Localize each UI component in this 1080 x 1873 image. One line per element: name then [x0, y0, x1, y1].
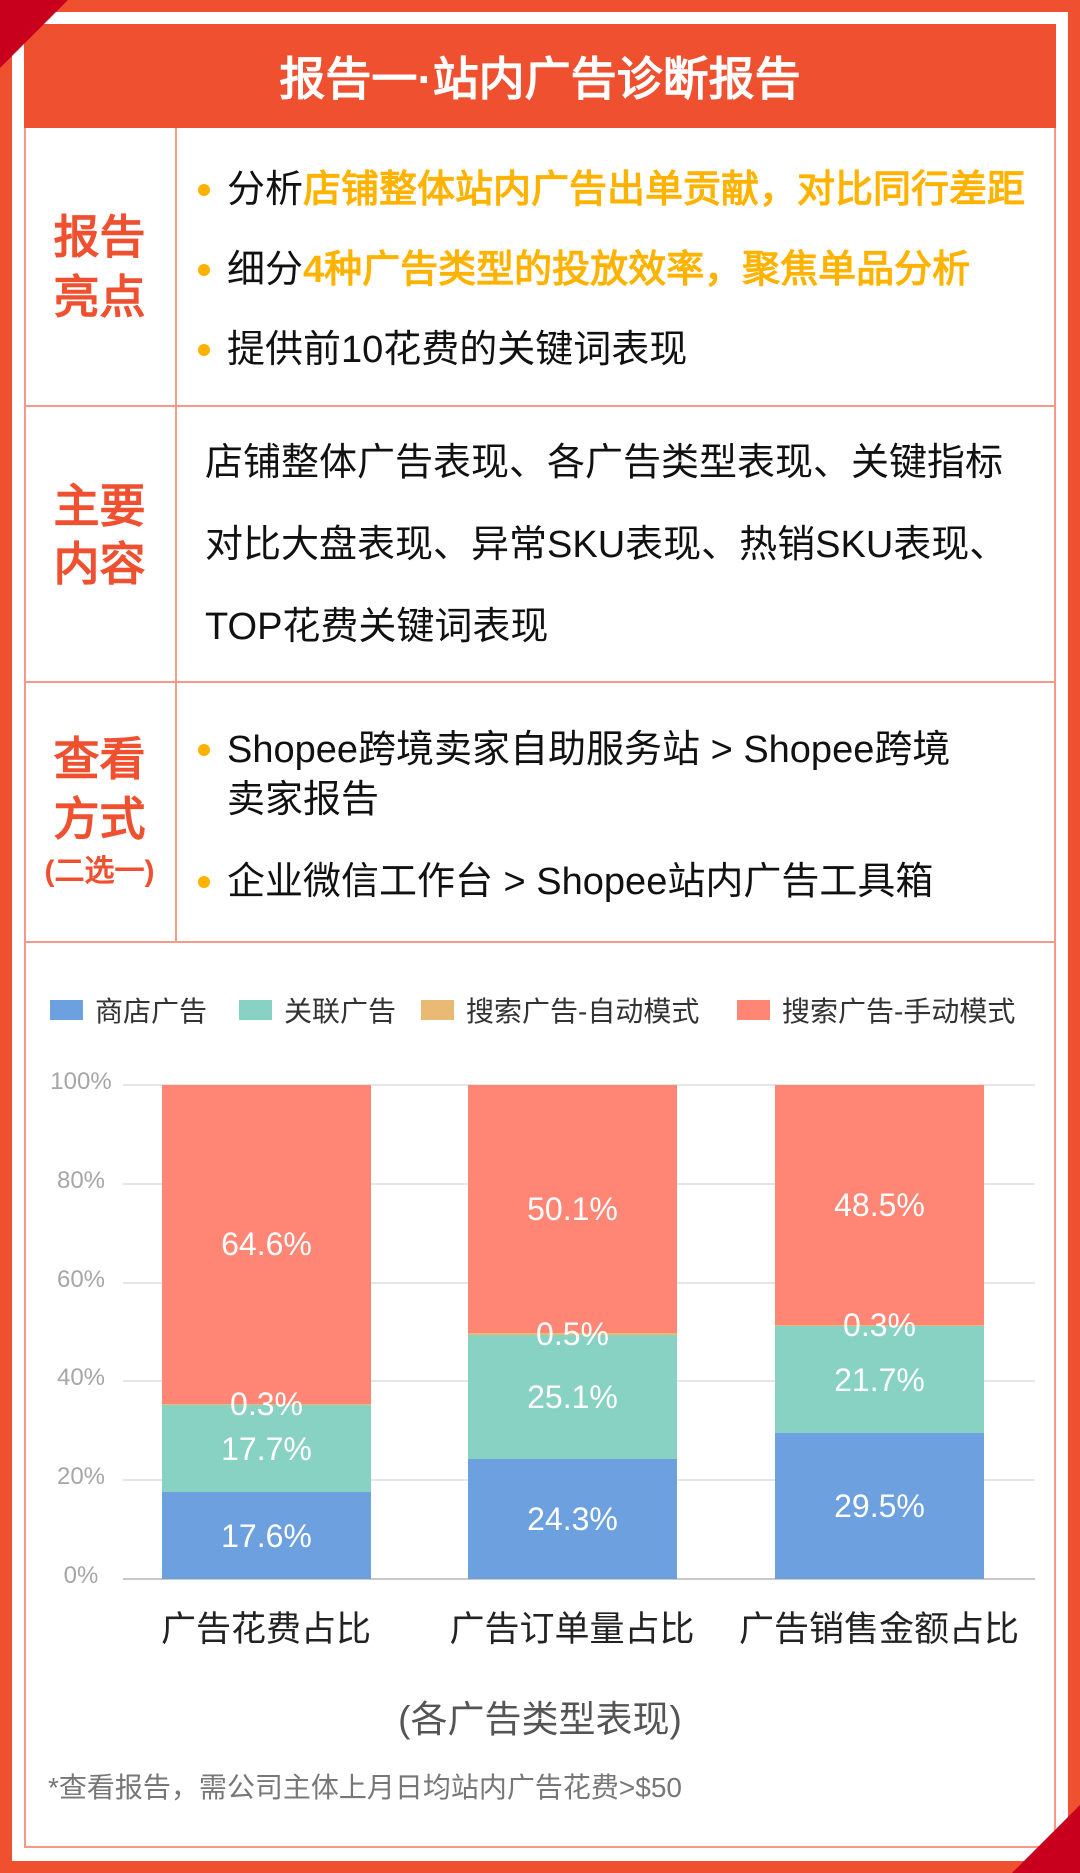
item-text-line: 企业微信工作台 > Shopee站内广告工具箱 [227, 861, 934, 903]
row-divider [24, 405, 1056, 407]
section-label-contents: 主要 内容 [24, 406, 175, 682]
contents-line: 店铺整体广告表现、各广告类型表现、关键指标 [205, 442, 1004, 484]
bar-segment [775, 1324, 984, 1327]
section-label-line: 方式 [53, 793, 146, 845]
section-label-line: 内容 [53, 538, 146, 590]
bar-segment [468, 1334, 677, 1459]
section-label-note: (二选一) [44, 855, 155, 888]
bar-segment [162, 1403, 371, 1405]
value-label: 21.7% [834, 1361, 925, 1398]
stacked-bar: 24.3% 25.1% 0.5% 50.1% [468, 1085, 677, 1579]
value-label: 0.3% [230, 1386, 303, 1423]
footnote: *查看报告，需公司主体上月日均站内广告花费>$50 [48, 1772, 682, 1803]
y-tick-label: 20% [56, 1463, 106, 1491]
bar-segment [468, 1332, 677, 1335]
value-label: 24.3% [527, 1500, 618, 1537]
bullet-dot-icon [198, 344, 210, 356]
legend-item-search-manual: 搜索广告-手动模式 [737, 995, 1015, 1027]
value-label: 0.5% [536, 1315, 609, 1352]
y-tick-label: 80% [56, 1166, 106, 1194]
column-divider [175, 128, 177, 942]
value-label: 29.5% [834, 1488, 925, 1525]
value-label: 50.1% [527, 1190, 618, 1227]
bar-segment [775, 1085, 984, 1325]
page-title: 报告一·站内广告诊断报告 [279, 53, 801, 105]
bar-segment [162, 1404, 371, 1493]
report-header: 报告一·站内广告诊断报告 [24, 24, 1056, 128]
item-text-line: Shopee跨境卖家自助服务站 > Shopee跨境 [227, 729, 951, 771]
y-tick-label: 100% [50, 1068, 112, 1095]
chart-title: (各广告类型表现) [398, 1699, 682, 1740]
list-item: 细分4种广告类型的投放效率，聚焦单品分析 [177, 230, 1025, 310]
bar-segment [162, 1492, 371, 1579]
gridline [123, 1084, 1035, 1086]
contents-text: 店铺整体广告表现、各广告类型表现、关键指标 对比大盘表现、异常SKU表现、热销S… [205, 422, 1007, 668]
legend-swatch-icon [50, 1000, 83, 1020]
row-divider [24, 941, 1056, 943]
x-category-label: 广告订单量占比 [449, 1610, 695, 1649]
y-tick-label: 40% [56, 1364, 106, 1392]
x-axis-line [123, 1578, 1035, 1580]
section-label-highlights: 报告 亮点 [24, 128, 175, 406]
plot-area: 0% 20% 40% 60% 80% 100% 17.6% 17.7% 0.3% 64… [50, 1068, 1035, 1589]
row-divider [24, 681, 1056, 683]
section-label-access: 查看 方式 (二选一) [24, 682, 175, 942]
x-category-label: 广告销售金额占比 [738, 1610, 1020, 1649]
section-label-line: 查看 [53, 733, 146, 785]
legend-swatch-icon [421, 1000, 454, 1020]
value-label: 17.6% [221, 1517, 312, 1554]
y-tick-label: 0% [63, 1562, 99, 1589]
item-text: 细分 [227, 249, 304, 291]
list-item: Shopee跨境卖家自助服务站 > Shopee跨境 卖家报告 [177, 725, 950, 825]
stacked-bar: 17.6% 17.7% 0.3% 64.6% [162, 1085, 371, 1579]
bar-segment [775, 1326, 984, 1434]
section-label-line: 亮点 [53, 271, 146, 323]
contents-line: TOP花费关键词表现 [205, 606, 549, 648]
legend-item-store-ads: 商店广告 [50, 995, 207, 1027]
item-emphasis: 4种广告类型的投放效率，聚焦单品分析 [303, 249, 971, 291]
bullet-dot-icon [198, 744, 210, 756]
item-text-line: 卖家报告 [227, 779, 380, 821]
item-text: 分析 [227, 169, 304, 211]
highlights-list: 分析店铺整体站内广告出单贡献，对比同行差距 细分4种广告类型的投放效率，聚焦单品… [177, 150, 1025, 390]
value-label: 64.6% [221, 1226, 312, 1263]
legend-label: 商店广告 [95, 996, 208, 1027]
section-label-line: 主要 [53, 480, 146, 532]
legend-label: 关联广告 [284, 996, 397, 1027]
value-label: 25.1% [527, 1378, 618, 1415]
bullet-dot-icon [198, 264, 210, 276]
legend-label: 搜索广告-自动模式 [466, 996, 700, 1027]
value-label: 0.3% [843, 1307, 916, 1344]
legend-swatch-icon [737, 1000, 770, 1020]
contents-line: 对比大盘表现、异常SKU表现、热销SKU表现、 [205, 524, 1008, 566]
bullet-dot-icon [198, 184, 210, 196]
value-label: 48.5% [834, 1186, 925, 1223]
stacked-bar: 29.5% 21.7% 0.3% 48.5% [775, 1085, 984, 1579]
bar-segment [775, 1433, 984, 1579]
bar-segment [162, 1085, 371, 1404]
list-item: 分析店铺整体站内广告出单贡献，对比同行差距 [177, 150, 1025, 230]
y-tick-label: 60% [56, 1265, 106, 1293]
legend-item-related-ads: 关联广告 [239, 995, 396, 1027]
bar-segment [468, 1458, 677, 1579]
bar-segment [468, 1085, 677, 1333]
bullet-dot-icon [198, 876, 210, 888]
legend-label: 搜索广告-手动模式 [782, 996, 1016, 1027]
legend-item-search-auto: 搜索广告-自动模式 [421, 995, 699, 1027]
list-item: 提供前10花费的关键词表现 [177, 310, 1025, 390]
item-text: 提供前10花费的关键词表现 [227, 329, 688, 371]
value-label: 17.7% [221, 1430, 312, 1467]
item-emphasis: 店铺整体站内广告出单贡献，对比同行差距 [303, 169, 1026, 211]
list-item: 企业微信工作台 > Shopee站内广告工具箱 [177, 857, 950, 907]
access-list: Shopee跨境卖家自助服务站 > Shopee跨境 卖家报告 企业微信工作台 … [177, 725, 950, 939]
x-category-label: 广告花费占比 [160, 1610, 372, 1649]
section-label-line: 报告 [53, 211, 146, 263]
legend-swatch-icon [239, 1000, 272, 1020]
